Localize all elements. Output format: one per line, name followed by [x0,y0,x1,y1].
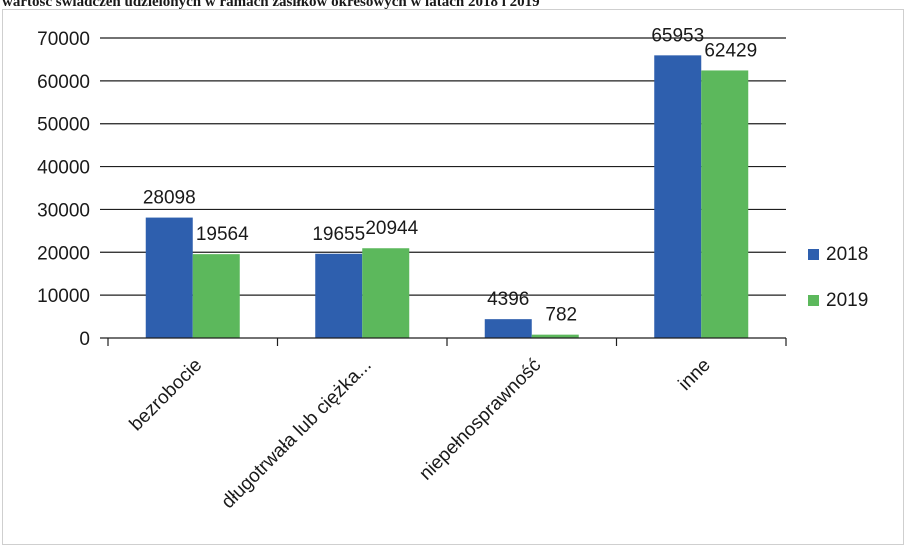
chart-title: wartość świadczeń udzielonych w ramach z… [2,0,540,10]
x-axis: bezrobocie długotrwała lub ciężka... niepe… [100,337,787,513]
y-tick-label: 70000 [37,29,90,50]
legend: 2018 2019 [808,244,868,311]
bars [145,55,749,338]
bar-2019-1 [362,248,410,338]
x-category-label: bezrobocie [126,355,207,436]
data-label: 20944 [365,218,418,239]
y-axis: 0 10000 20000 30000 40000 50000 60000 70000 [37,29,90,350]
bar-2019-3 [701,70,749,338]
x-category-label: niepełnosprawność [415,355,545,485]
data-label: 65953 [651,25,704,46]
legend-swatch-2018 [808,249,819,260]
y-tick-label: 0 [79,329,90,350]
y-tick-label: 50000 [37,115,90,136]
y-tick-label: 40000 [37,158,90,179]
data-labels: 28098 19655 4396 65953 19564 20944 782 62429 [143,25,757,325]
bar-2019-0 [192,254,240,338]
data-label: 782 [545,305,577,326]
data-label: 19655 [312,224,365,245]
chart-frame [2,9,904,545]
legend-swatch-2019 [808,295,819,306]
data-label: 4396 [487,289,529,310]
bar-2018-3 [654,55,702,338]
y-tick-label: 10000 [37,286,90,307]
x-category-label: długotrwała lub ciężka... [218,355,376,513]
bar-2018-0 [145,217,193,338]
bar-2018-1 [315,253,363,338]
bar-2019-2 [531,334,579,338]
data-label: 62429 [704,40,757,61]
y-tick-label: 60000 [37,72,90,93]
legend-label-2019: 2019 [826,290,868,311]
y-tick-label: 20000 [37,243,90,264]
data-label: 19564 [196,224,249,245]
bar-2018-2 [484,319,532,338]
x-category-label: inne [675,355,715,395]
y-tick-label: 30000 [37,200,90,221]
data-label: 28098 [143,188,196,209]
legend-label-2018: 2018 [826,244,868,265]
